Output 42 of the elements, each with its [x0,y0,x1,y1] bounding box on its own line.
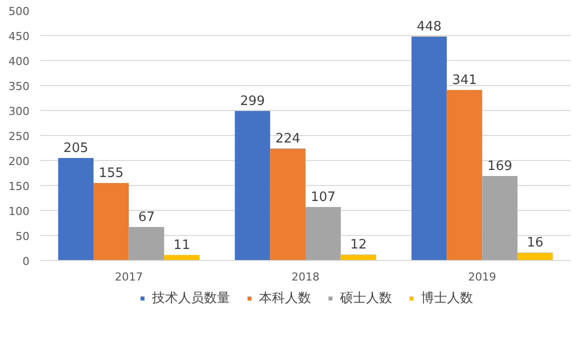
y-tick-label: 350 [8,80,30,93]
y-tick-label: 0 [22,255,30,268]
legend-label: 本科人数 [259,290,311,307]
y-tick-label: 500 [8,5,30,18]
bar [164,255,200,260]
y-tick-label: 250 [8,130,30,143]
bar [482,176,518,260]
legend-label: 技术人员数量 [152,290,230,307]
legend-label: 硕士人数 [340,290,392,307]
bar [340,254,376,260]
data-label: 224 [275,132,300,146]
x-tick-label: 2019 [468,270,496,284]
y-tick-label: 50 [16,230,30,243]
y-tick-label: 400 [8,55,30,68]
data-label: 205 [63,141,88,156]
data-label: 155 [98,166,124,181]
data-label: 299 [240,94,265,109]
bar [446,90,482,260]
data-label: 12 [350,238,367,252]
y-tick-label: 200 [8,155,30,168]
bar [270,148,306,260]
bar [234,111,270,260]
data-label: 11 [174,238,190,253]
y-tick-label: 450 [8,30,30,43]
bar [518,252,553,260]
data-label: 16 [526,236,544,250]
bar [412,36,447,260]
y-tick-label: 300 [8,105,30,118]
data-label: 107 [310,190,336,205]
y-tick-label: 100 [8,205,30,218]
bar [94,183,129,260]
legend-label: 博士人数 [421,290,473,307]
data-label: 448 [416,20,442,34]
data-label: 341 [452,73,477,88]
bar [306,207,341,260]
data-label: 169 [487,159,512,174]
data-label: 67 [138,210,155,225]
y-tick-label: 150 [8,180,30,193]
x-tick-label: 2018 [292,270,320,284]
bar [128,227,164,260]
bar [58,158,94,260]
x-tick-label: 2017 [114,270,143,284]
